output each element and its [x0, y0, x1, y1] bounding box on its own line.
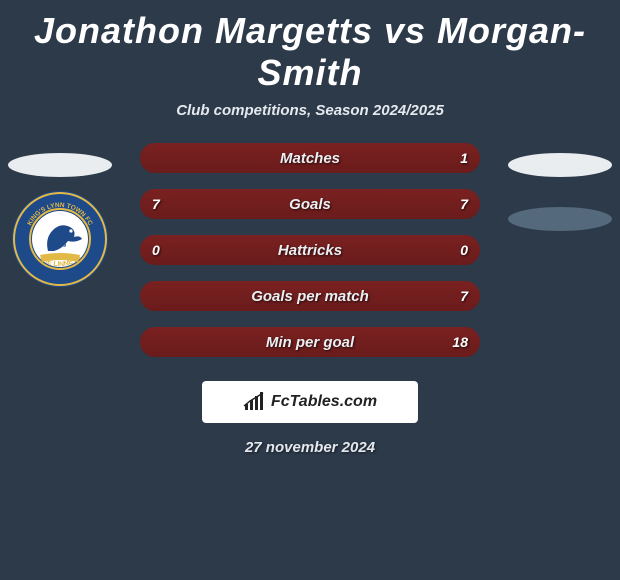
stat-label: Goals per match	[140, 288, 480, 305]
placeholder-ellipse-right-2	[508, 207, 612, 231]
brand-text: FcTables.com	[271, 393, 377, 411]
stat-value-right: 7	[460, 196, 468, 212]
stat-row: Matches1	[140, 143, 480, 173]
page-subtitle: Club competitions, Season 2024/2025	[0, 102, 620, 119]
stat-label: Goals	[140, 196, 480, 213]
stat-label: Matches	[140, 150, 480, 167]
stat-row: 7Goals7	[140, 189, 480, 219]
stat-label: Min per goal	[140, 334, 480, 351]
stat-row: 0Hattricks0	[140, 235, 480, 265]
page-title: Jonathon Margetts vs Morgan-Smith	[0, 0, 620, 94]
stat-bars: Matches17Goals70Hattricks0Goals per matc…	[140, 143, 480, 357]
stat-value-right: 0	[460, 242, 468, 258]
stat-row: Min per goal18	[140, 327, 480, 357]
player-right-column	[500, 143, 620, 251]
stat-value-right: 18	[452, 334, 468, 350]
stat-row: Goals per match7	[140, 281, 480, 311]
comparison-content: KING'S LYNN TOWN FC THE LINNETS 1879 Mat…	[0, 143, 620, 357]
bar-chart-icon	[243, 392, 267, 412]
stat-value-right: 7	[460, 288, 468, 304]
date-text: 27 november 2024	[0, 439, 620, 456]
brand-box[interactable]: FcTables.com	[202, 381, 418, 423]
club-badge-icon: KING'S LYNN TOWN FC THE LINNETS 1879	[10, 189, 110, 289]
stat-value-right: 1	[460, 150, 468, 166]
placeholder-ellipse-right-1	[508, 153, 612, 177]
stat-label: Hattricks	[140, 242, 480, 259]
placeholder-ellipse-left	[8, 153, 112, 177]
player-left-column: KING'S LYNN TOWN FC THE LINNETS 1879	[0, 143, 120, 289]
svg-text:1879: 1879	[54, 243, 66, 249]
